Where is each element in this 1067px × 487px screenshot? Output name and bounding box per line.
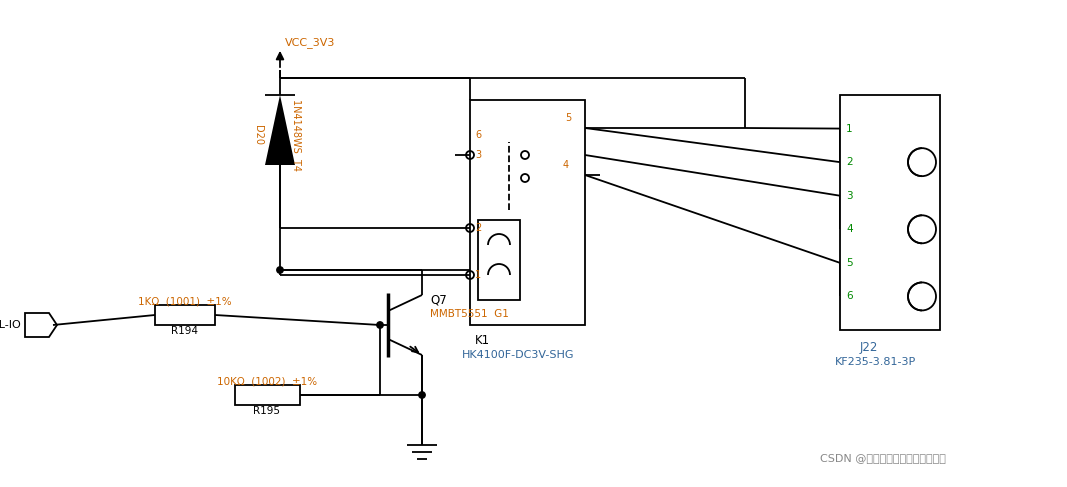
Circle shape bbox=[419, 392, 425, 398]
Text: R195: R195 bbox=[254, 406, 281, 416]
Text: 1: 1 bbox=[475, 270, 481, 280]
Text: 5: 5 bbox=[846, 258, 853, 268]
Text: 3: 3 bbox=[846, 191, 853, 201]
Text: D20: D20 bbox=[253, 125, 262, 145]
Bar bbox=[155, 305, 214, 325]
Bar bbox=[469, 100, 585, 325]
Text: 6: 6 bbox=[475, 130, 481, 140]
Text: Q7: Q7 bbox=[430, 294, 447, 306]
Circle shape bbox=[277, 267, 283, 273]
Text: 2: 2 bbox=[846, 157, 853, 167]
Text: 5: 5 bbox=[566, 113, 571, 123]
Polygon shape bbox=[265, 95, 294, 165]
Text: 1N4148WS  T4: 1N4148WS T4 bbox=[291, 99, 301, 171]
Bar bbox=[478, 220, 520, 300]
Text: 6: 6 bbox=[846, 291, 853, 301]
Text: 1: 1 bbox=[846, 124, 853, 133]
Text: K1: K1 bbox=[475, 335, 490, 348]
Text: 4: 4 bbox=[563, 160, 569, 170]
Text: 10KΩ  (1002)  ±1%: 10KΩ (1002) ±1% bbox=[217, 376, 317, 386]
Text: R194: R194 bbox=[172, 326, 198, 336]
Text: RL-IO: RL-IO bbox=[0, 320, 22, 330]
Text: 3: 3 bbox=[475, 150, 481, 160]
Text: J22: J22 bbox=[860, 341, 878, 355]
Bar bbox=[235, 385, 300, 405]
Text: MMBT5551  G1: MMBT5551 G1 bbox=[430, 309, 509, 319]
Text: KF235-3.81-3P: KF235-3.81-3P bbox=[835, 357, 917, 367]
Text: 4: 4 bbox=[846, 225, 853, 234]
Text: VCC_3V3: VCC_3V3 bbox=[285, 37, 335, 48]
Circle shape bbox=[377, 322, 383, 328]
Text: 1KΩ  (1001)  ±1%: 1KΩ (1001) ±1% bbox=[139, 296, 232, 306]
Text: CSDN @江苏学蠢信息科技有限公司: CSDN @江苏学蠢信息科技有限公司 bbox=[821, 453, 945, 463]
Text: 2: 2 bbox=[475, 223, 481, 233]
Text: HK4100F-DC3V-SHG: HK4100F-DC3V-SHG bbox=[462, 350, 574, 360]
Bar bbox=[840, 95, 940, 330]
